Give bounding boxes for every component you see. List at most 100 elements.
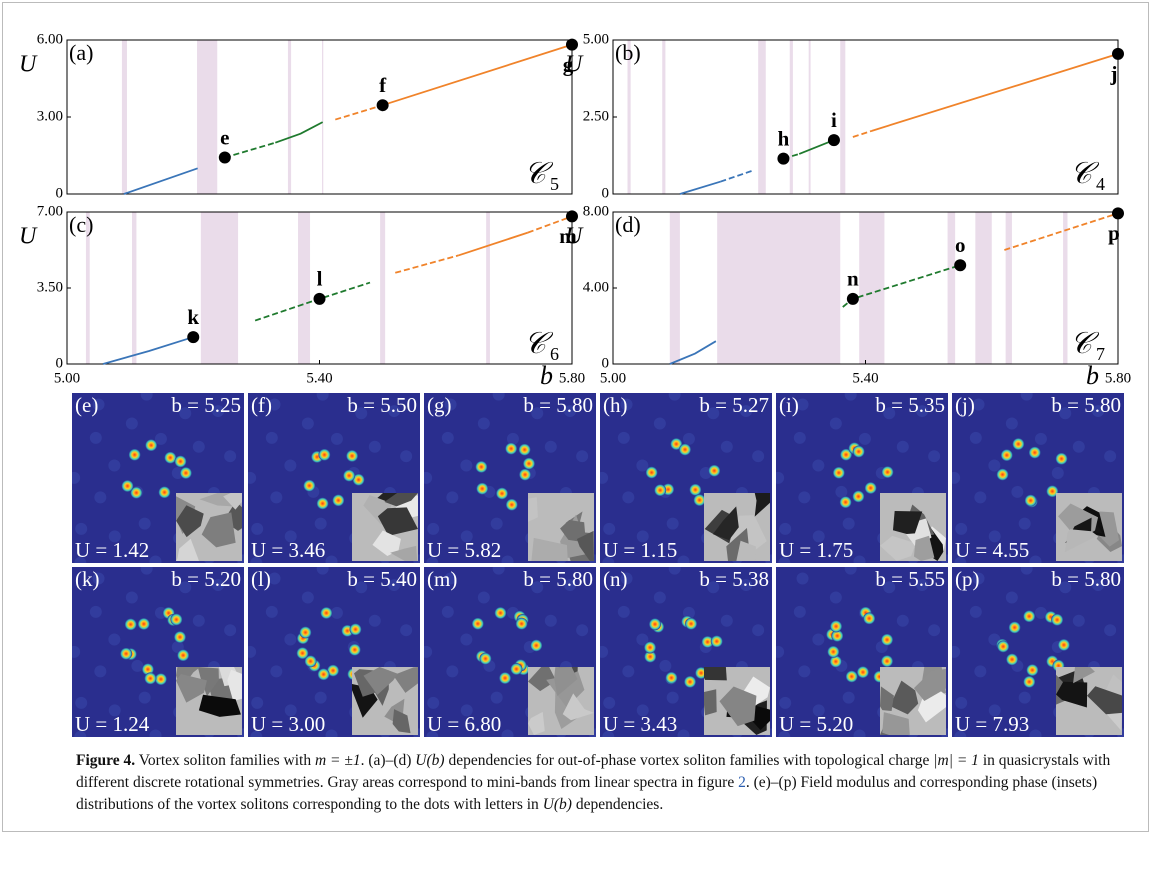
lattice-site: [460, 459, 472, 471]
intensity-spot: [1051, 614, 1063, 626]
intensity-spot: [505, 443, 517, 455]
panel-label: (a): [69, 40, 93, 65]
lattice-site: [315, 518, 327, 530]
curve: [225, 143, 276, 158]
intensity-spot: [863, 612, 875, 624]
intensity-spot: [510, 663, 522, 675]
lattice-site: [752, 624, 764, 636]
lattice-site: [446, 491, 458, 503]
lattice-site: [830, 591, 842, 603]
lattice-site: [369, 441, 381, 453]
intensity-spot: [519, 444, 531, 456]
lattice-site: [974, 491, 986, 503]
lattice-site: [835, 486, 847, 498]
lattice-site: [1073, 615, 1085, 627]
lattice-site: [1035, 433, 1047, 445]
point-label: o: [955, 233, 966, 257]
intensity-spot: [174, 455, 186, 467]
point: [1112, 207, 1124, 219]
lattice-site: [75, 697, 87, 709]
u-value: U = 3.00: [251, 712, 325, 737]
intensity-spot: [158, 486, 170, 498]
lattice-site: [193, 441, 205, 453]
mini-band: [809, 40, 811, 194]
lattice-site: [224, 450, 236, 462]
lattice-site: [266, 606, 278, 618]
field-panel: (i)b = 5.35U = 1.75: [776, 393, 948, 563]
intensity-spot: [346, 450, 358, 462]
panel-label: (g): [427, 393, 452, 418]
panel-label: (m): [427, 567, 457, 592]
intensity-spot: [343, 470, 355, 482]
curve: [255, 283, 370, 321]
intensity-spot: [303, 480, 315, 492]
mini-band: [859, 212, 884, 364]
intensity-spot: [827, 646, 839, 658]
lattice-site: [667, 692, 679, 704]
curve: [458, 233, 527, 256]
panel-label: (i): [779, 393, 799, 418]
intensity-spot: [1025, 495, 1037, 507]
lattice-site: [315, 692, 327, 704]
lattice-site: [400, 450, 412, 462]
lattice-site: [126, 417, 138, 429]
lattice-site: [974, 665, 986, 677]
intensity-spot: [174, 631, 186, 643]
lattice-site: [139, 518, 151, 530]
x-tick-label: 5.80: [559, 370, 585, 386]
intensity-spot: [475, 461, 487, 473]
intensity-spot: [1029, 447, 1041, 459]
lattice-site: [427, 697, 439, 709]
mini-band: [758, 40, 766, 194]
panel-label: (p): [955, 567, 980, 592]
intensity-spot: [317, 497, 329, 509]
lattice-site: [683, 433, 695, 445]
intensity-spot: [1006, 653, 1018, 665]
lattice-site: [897, 441, 909, 453]
lattice-site: [970, 432, 982, 444]
y-tick-label: 4.00: [583, 279, 609, 295]
intensity-spot: [349, 644, 361, 656]
intensity-spot: [654, 484, 666, 496]
intensity-spot: [530, 639, 542, 651]
caption-text: m = ±1: [315, 752, 361, 769]
lattice-site: [1104, 624, 1116, 636]
intensity-spot: [840, 496, 852, 508]
intensity-spot: [177, 649, 189, 661]
point: [566, 210, 578, 222]
intensity-spot: [846, 671, 858, 683]
intensity-spot: [480, 653, 492, 665]
intensity-spot: [1058, 639, 1070, 651]
caption-text: Vortex soliton families with: [135, 752, 315, 769]
point-label: n: [847, 267, 859, 291]
lattice-site: [460, 633, 472, 645]
mini-band: [322, 40, 323, 194]
caption-text: . (a)–(d): [361, 752, 416, 769]
intensity-spot: [318, 668, 330, 680]
mini-band: [122, 40, 127, 194]
b-value: b = 5.50: [347, 393, 417, 418]
mini-band: [486, 212, 490, 364]
lattice-site: [955, 697, 967, 709]
intensity-spot: [1001, 449, 1013, 461]
intensity-spot: [881, 655, 893, 667]
lattice-site: [603, 523, 615, 535]
b-value: b = 5.38: [699, 567, 769, 592]
point-label: l: [317, 267, 323, 291]
lattice-site: [270, 665, 282, 677]
intensity-spot: [129, 449, 141, 461]
y-axis-label: U: [19, 52, 38, 78]
point: [828, 134, 840, 146]
b-value: b = 5.55: [875, 567, 945, 592]
panel-label: (d): [615, 212, 641, 237]
u-value: U = 4.55: [955, 538, 1029, 563]
lattice-site: [427, 523, 439, 535]
x-tick-label: 5.80: [1105, 370, 1131, 386]
lattice-site: [446, 665, 458, 677]
x-tick-label: 5.40: [306, 370, 332, 386]
curve: [1004, 213, 1118, 250]
intensity-spot: [833, 467, 845, 479]
lattice-site: [491, 518, 503, 530]
